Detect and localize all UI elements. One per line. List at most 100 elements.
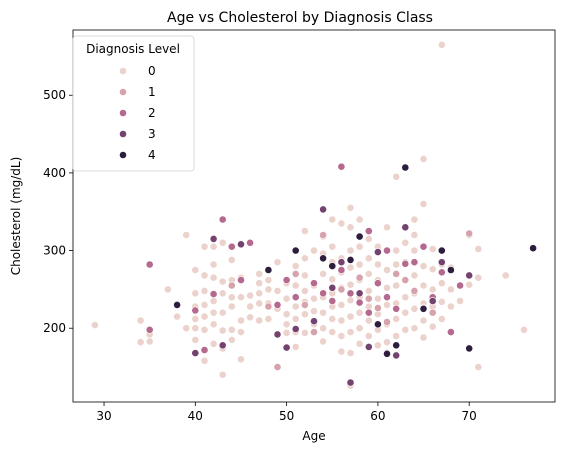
data-point-level-3 [310,317,318,326]
data-point-level-1 [273,363,282,371]
data-point-level-0 [310,246,318,255]
data-point-level-4 [465,344,474,353]
data-point-level-0 [428,322,437,331]
y-tick-label: 500 [43,88,66,102]
data-point-level-0 [364,286,373,295]
data-point-level-0 [200,356,209,365]
legend-marker-level-4 [119,151,127,159]
data-point-level-0 [419,200,428,208]
data-point-level-0 [446,285,455,294]
data-point-level-2 [319,289,327,298]
data-point-level-0 [227,293,236,302]
data-point-level-3 [428,297,437,305]
data-point-level-3 [319,205,327,214]
data-point-level-0 [355,324,364,333]
data-point-level-0 [300,227,309,235]
data-point-level-0 [191,289,200,298]
data-point-level-0 [209,260,218,269]
data-point-level-4 [346,255,355,264]
data-point-level-0 [474,273,483,282]
data-point-level-0 [209,320,218,329]
data-point-level-4 [319,254,327,263]
data-point-level-1 [392,269,401,278]
data-point-level-0 [200,300,209,309]
data-point-level-1 [410,286,419,295]
data-point-level-3 [237,240,245,249]
data-point-level-0 [209,339,218,348]
data-point-level-0 [346,328,355,336]
data-point-level-4 [264,266,273,274]
data-point-level-0 [428,265,437,274]
data-point-level-3 [401,223,410,232]
data-point-level-0 [328,275,337,284]
scatter-points [91,40,537,390]
data-point-level-4 [392,341,401,350]
data-point-level-3 [282,343,291,352]
data-point-level-4 [419,304,428,313]
data-point-level-0 [310,307,318,315]
data-point-level-0 [163,285,172,294]
legend-marker-level-0 [119,67,127,75]
data-point-level-0 [237,293,245,302]
data-point-level-3 [346,378,355,387]
data-point-level-0 [446,302,455,311]
data-point-level-0 [310,294,318,303]
data-point-level-1 [465,229,474,238]
data-point-level-0 [264,314,273,323]
data-point-level-0 [200,325,209,334]
data-point-level-0 [346,349,355,357]
data-point-level-0 [520,325,528,334]
x-axis-ticks: 30 40 50 60 70 [96,402,477,423]
data-point-level-0 [191,324,200,333]
data-point-level-0 [364,316,373,325]
data-point-level-0 [218,370,227,379]
data-point-level-0 [291,314,300,323]
data-point-level-3 [328,283,337,292]
data-point-level-1 [310,328,318,336]
data-point-level-0 [373,294,382,303]
data-point-level-2 [209,290,218,298]
data-point-level-2 [392,304,401,313]
data-point-level-0 [218,308,227,317]
data-point-level-4 [173,300,181,309]
data-point-level-2 [446,328,455,336]
data-point-level-3 [364,342,373,351]
data-point-level-0 [273,286,282,295]
data-point-level-0 [456,297,464,305]
data-point-level-3 [218,341,227,350]
data-point-level-3 [209,234,218,243]
data-point-level-4 [446,266,455,274]
data-point-level-0 [419,333,428,342]
data-point-level-2 [383,293,391,302]
data-point-level-2 [364,227,373,235]
data-point-level-0 [410,271,419,280]
data-point-level-2 [337,266,346,274]
data-point-level-0 [437,40,446,49]
data-point-level-0 [373,260,382,269]
data-point-level-1 [264,302,273,311]
data-point-level-3 [337,258,346,267]
data-point-level-0 [364,234,373,243]
data-point-level-2 [291,293,300,302]
data-point-level-0 [300,328,309,337]
data-point-level-2 [237,276,245,284]
x-tick-label: 70 [462,409,477,423]
data-point-level-2 [282,276,291,284]
data-point-level-0 [182,324,191,333]
data-point-level-1 [373,304,382,312]
data-point-level-0 [218,238,227,247]
data-point-level-0 [209,242,218,251]
data-point-level-0 [346,223,355,232]
data-point-level-0 [291,302,300,311]
data-point-level-0 [383,283,391,292]
data-point-level-0 [410,231,419,239]
data-point-level-0 [419,154,428,163]
data-point-level-0 [401,308,410,317]
data-point-level-2 [218,215,227,224]
data-point-level-0 [410,246,419,255]
data-point-level-0 [255,316,264,325]
y-tick-label: 300 [43,244,66,258]
data-point-level-0 [319,337,327,346]
data-point-level-4 [529,244,537,253]
data-point-level-0 [227,255,236,264]
